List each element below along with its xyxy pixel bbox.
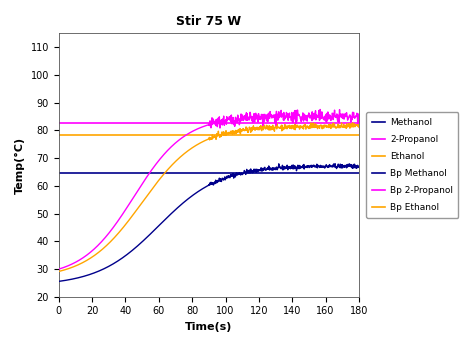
Y-axis label: Temp(°C): Temp(°C) xyxy=(15,136,25,194)
Legend: Methanol, 2-Propanol, Ethanol, Bp Methanol, Bp 2-Propanol, Bp Ethanol: Methanol, 2-Propanol, Ethanol, Bp Methan… xyxy=(366,112,458,218)
X-axis label: Time(s): Time(s) xyxy=(185,322,233,332)
Title: Stir 75 W: Stir 75 W xyxy=(176,15,241,28)
